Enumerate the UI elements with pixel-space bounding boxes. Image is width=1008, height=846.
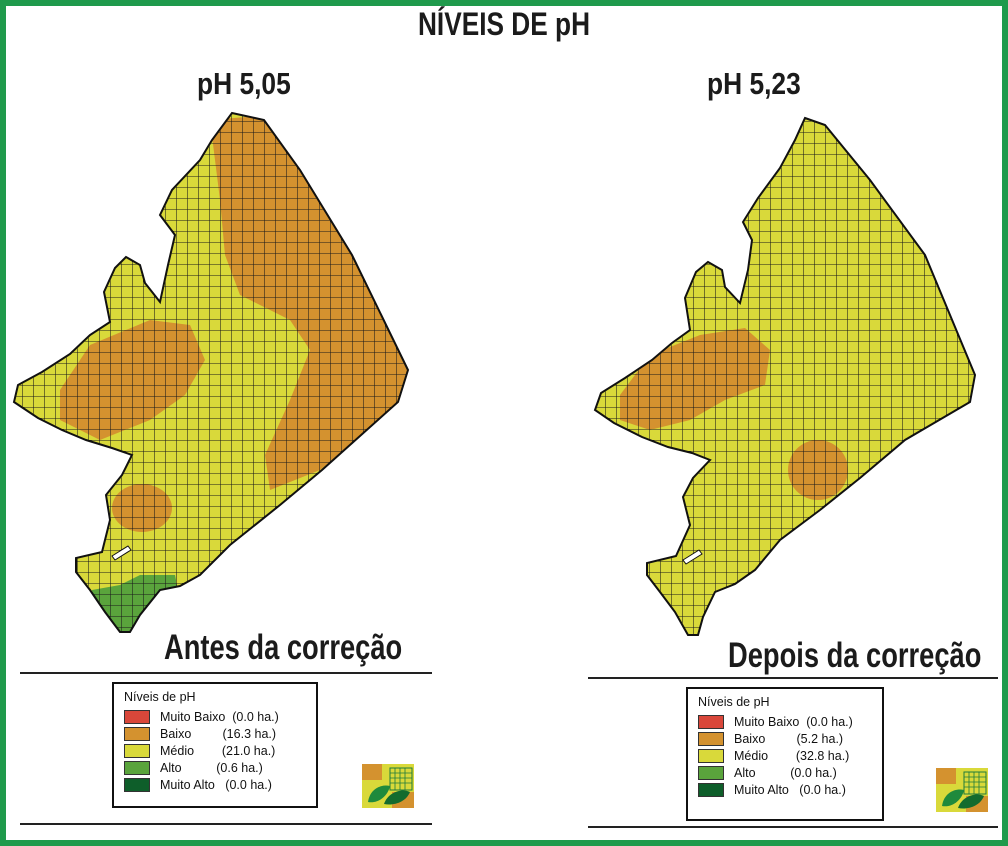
caption-before: Antes da correção: [164, 628, 403, 667]
legend-item: Alto (0.0 ha.): [698, 764, 872, 781]
legend-label: Muito Alto (0.0 ha.): [160, 777, 272, 792]
main-title: NÍVEIS DE pH: [417, 6, 591, 42]
legend-item: Muito Baixo (0.0 ha.): [698, 713, 872, 730]
caption-after: Depois da correção: [728, 636, 982, 675]
legend-swatch: [698, 748, 724, 763]
field-gap: [682, 549, 703, 565]
legend-swatch: [124, 709, 150, 724]
logo-icon: [362, 764, 414, 808]
legend-label: Alto (0.0 ha.): [734, 765, 837, 780]
legend-item: Médio (21.0 ha.): [124, 742, 306, 759]
legend-swatch: [698, 782, 724, 797]
legend-swatch: [124, 777, 150, 792]
legend-swatch: [698, 731, 724, 746]
legend-item: Médio (32.8 ha.): [698, 747, 872, 764]
legend-label: Médio (21.0 ha.): [160, 743, 276, 758]
field-boundary: [593, 116, 977, 636]
legend-swatch: [698, 765, 724, 780]
legend-label: Muito Baixo (0.0 ha.): [734, 714, 853, 729]
divider: [588, 826, 998, 828]
legend-item: Muito Baixo (0.0 ha.): [124, 708, 306, 725]
legend-label: Muito Baixo (0.0 ha.): [160, 709, 279, 724]
legend-label: Baixo (5.2 ha.): [734, 731, 844, 746]
ph-title-before: pH 5,05: [197, 66, 291, 101]
legend-item: Baixo (16.3 ha.): [124, 725, 306, 742]
legend-before: Níveis de pH Muito Baixo (0.0 ha.) Baixo…: [112, 682, 318, 808]
legend-item: Muito Alto (0.0 ha.): [124, 776, 306, 793]
legend-swatch: [124, 743, 150, 758]
divider: [20, 672, 432, 674]
legend-label: Muito Alto (0.0 ha.): [734, 782, 846, 797]
legend-label: Baixo (16.3 ha.): [160, 726, 277, 741]
field-gap: [111, 545, 132, 561]
logo-icon: [936, 768, 988, 812]
legend-item: Baixo (5.2 ha.): [698, 730, 872, 747]
legend-after: Níveis de pH Muito Baixo (0.0 ha.) Baixo…: [686, 687, 884, 821]
legend-title: Níveis de pH: [124, 690, 196, 704]
legend-item: Alto (0.6 ha.): [124, 759, 306, 776]
legend-swatch: [124, 726, 150, 741]
divider: [20, 823, 432, 825]
legend-label: Médio (32.8 ha.): [734, 748, 850, 763]
legend-label: Alto (0.6 ha.): [160, 760, 263, 775]
legend-title: Níveis de pH: [698, 695, 770, 709]
field-boundary: [12, 111, 410, 633]
legend-item: Muito Alto (0.0 ha.): [698, 781, 872, 798]
ph-title-after: pH 5,23: [707, 66, 801, 101]
legend-swatch: [698, 714, 724, 729]
legend-swatch: [124, 760, 150, 775]
divider: [588, 677, 998, 679]
